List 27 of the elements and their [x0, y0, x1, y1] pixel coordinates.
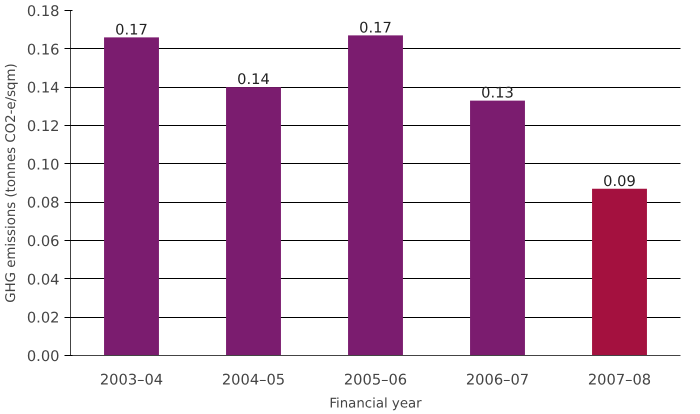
data-label: 0.13 [481, 84, 514, 102]
bar [470, 100, 525, 356]
y-tick-label: 0.04 [26, 271, 60, 288]
bar [348, 35, 403, 356]
x-tick-label: 2004–05 [222, 372, 286, 388]
data-label: 0.14 [237, 71, 270, 88]
bar [226, 87, 281, 356]
data-label: 0.17 [115, 21, 148, 38]
y-tick-label: 0.02 [26, 310, 60, 327]
y-tick-label: 0.12 [26, 118, 60, 135]
bar [104, 37, 159, 356]
y-tick-label: 0.06 [26, 233, 60, 250]
y-tick-label: 0.00 [26, 348, 60, 365]
data-label: 0.09 [603, 172, 636, 190]
data-label: 0.17 [359, 19, 392, 36]
y-tick-label: 0.14 [26, 80, 60, 97]
y-tick-label: 0.16 [26, 41, 60, 58]
x-tick-label: 2005–06 [344, 372, 408, 388]
y-tick-label: 0.08 [26, 194, 60, 212]
y-tick-label: 0.10 [26, 156, 60, 174]
x-tick-label: 2007–08 [588, 372, 652, 388]
y-tick-label: 0.18 [26, 3, 60, 20]
x-tick-label: 2003–04 [100, 372, 164, 388]
y-axis-title: GHG emissions (tonnes CO2-e/sqm) [4, 63, 19, 303]
x-axis-title: Financial year [329, 396, 422, 412]
bar [592, 188, 647, 356]
x-tick-label: 2006–07 [466, 372, 530, 388]
